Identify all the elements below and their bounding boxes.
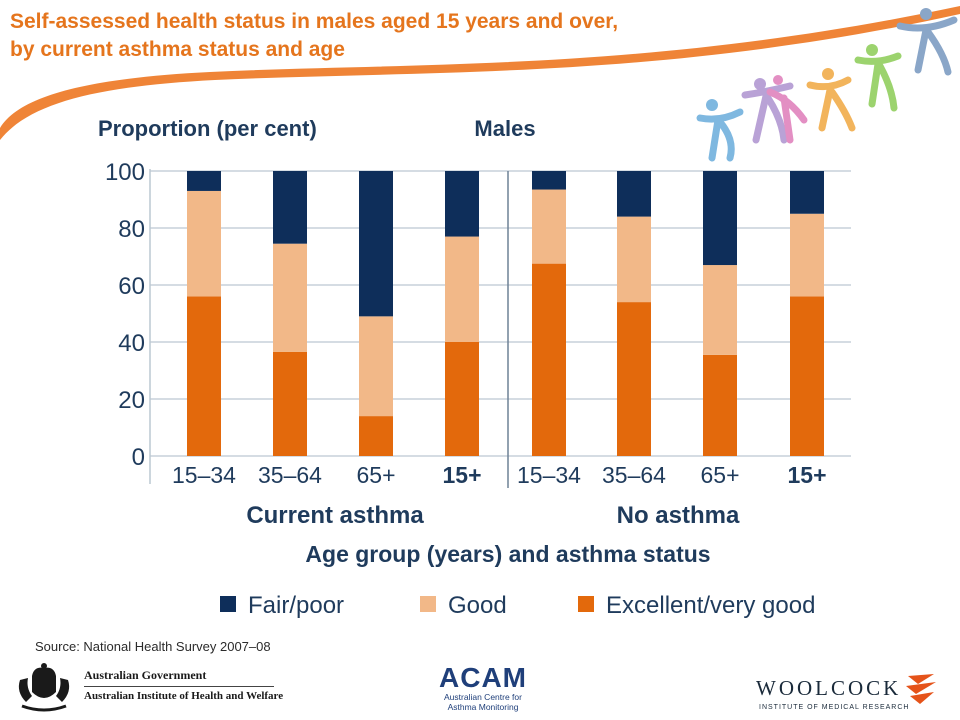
- x-tick-label: 35–64: [602, 462, 666, 488]
- aihw-government-label: Australian Government: [84, 668, 207, 682]
- woolcock-wordmark: WOOLCOCK: [756, 676, 902, 700]
- bar-segment-good: [703, 265, 737, 355]
- group-label: Current asthma: [246, 502, 424, 529]
- bar-segment-good: [359, 316, 393, 417]
- bar-segment-fair-poor: [273, 171, 307, 244]
- woolcock-mark-icon: [906, 674, 936, 704]
- bar-segment-excellent-very-good: [359, 416, 393, 456]
- bar-segment-fair-poor: [445, 171, 479, 237]
- x-tick-label: 15–34: [172, 462, 236, 488]
- x-tick-label: 65+: [700, 462, 739, 488]
- bar-segment-good: [445, 236, 479, 342]
- bar-segment-good: [273, 243, 307, 352]
- x-tick-label: 15+: [787, 462, 826, 488]
- aihw-institute-label: Australian Institute of Health and Welfa…: [84, 690, 284, 702]
- legend-swatch: [420, 596, 436, 612]
- dancing-figures-graphic: [696, 8, 958, 162]
- bar-segment-excellent-very-good: [273, 351, 307, 456]
- aihw-logo: Australian Government Australian Institu…: [12, 662, 292, 714]
- woolcock-subtitle: INSTITUTE OF MEDICAL RESEARCH: [759, 704, 910, 711]
- legend-swatch: [578, 596, 594, 612]
- y-tick-label: 20: [118, 387, 145, 414]
- y-tick-label: 100: [105, 159, 145, 186]
- y-tick-label: 0: [132, 444, 145, 471]
- y-tick-label: 40: [118, 330, 145, 357]
- acam-subtitle-1: Australian Centre for: [444, 692, 522, 702]
- bar-segment-excellent-very-good: [617, 302, 651, 456]
- legend-label: Good: [448, 592, 507, 619]
- bar-segment-fair-poor: [187, 171, 221, 191]
- aihw-divider: [84, 686, 274, 687]
- x-tick-label: 65+: [356, 462, 395, 488]
- x-axis-title: Age group (years) and asthma status: [305, 541, 710, 567]
- bar-segment-fair-poor: [703, 171, 737, 266]
- bar-segment-excellent-very-good: [445, 342, 479, 456]
- x-tick-label: 15–34: [517, 462, 581, 488]
- x-tick-label: 15+: [442, 462, 481, 488]
- bar-segment-fair-poor: [359, 171, 393, 317]
- slide-title: Self-assessed health status in males age…: [10, 8, 810, 64]
- source-note: Source: National Health Survey 2007–08: [35, 639, 271, 654]
- slide-title-line-2: by current asthma status and age: [10, 38, 345, 61]
- bar-segment-fair-poor: [790, 171, 824, 214]
- bar-segment-excellent-very-good: [790, 296, 824, 456]
- bar-segment-good: [617, 216, 651, 303]
- bar-segment-good: [790, 213, 824, 297]
- woolcock-logo: WOOLCOCK INSTITUTE OF MEDICAL RESEARCH: [756, 668, 956, 714]
- group-label: No asthma: [617, 502, 740, 529]
- bar-segment-excellent-very-good: [703, 354, 737, 456]
- slide-title-line-1: Self-assessed health status in males age…: [10, 10, 619, 33]
- bar-segment-good: [187, 190, 221, 297]
- y-tick-label: 80: [118, 216, 145, 243]
- bar-segment-excellent-very-good: [187, 296, 221, 456]
- chart-title: Males: [474, 116, 535, 141]
- legend-swatch: [220, 596, 236, 612]
- legend-label: Excellent/very good: [606, 592, 815, 619]
- x-tick-label: 35–64: [258, 462, 322, 488]
- legend-label: Fair/poor: [248, 592, 344, 619]
- bar-segment-excellent-very-good: [532, 263, 566, 456]
- y-tick-label: 60: [118, 273, 145, 300]
- acam-subtitle-2: Asthma Monitoring: [447, 702, 519, 712]
- bar-segment-fair-poor: [532, 171, 566, 190]
- acam-logo: ACAM Australian Centre for Asthma Monito…: [428, 664, 538, 716]
- bar-segment-good: [532, 189, 566, 264]
- bar-segment-fair-poor: [617, 171, 651, 217]
- coat-of-arms-icon: [18, 663, 70, 712]
- acam-wordmark: ACAM: [439, 662, 527, 693]
- y-axis-title: Proportion (per cent): [98, 116, 317, 141]
